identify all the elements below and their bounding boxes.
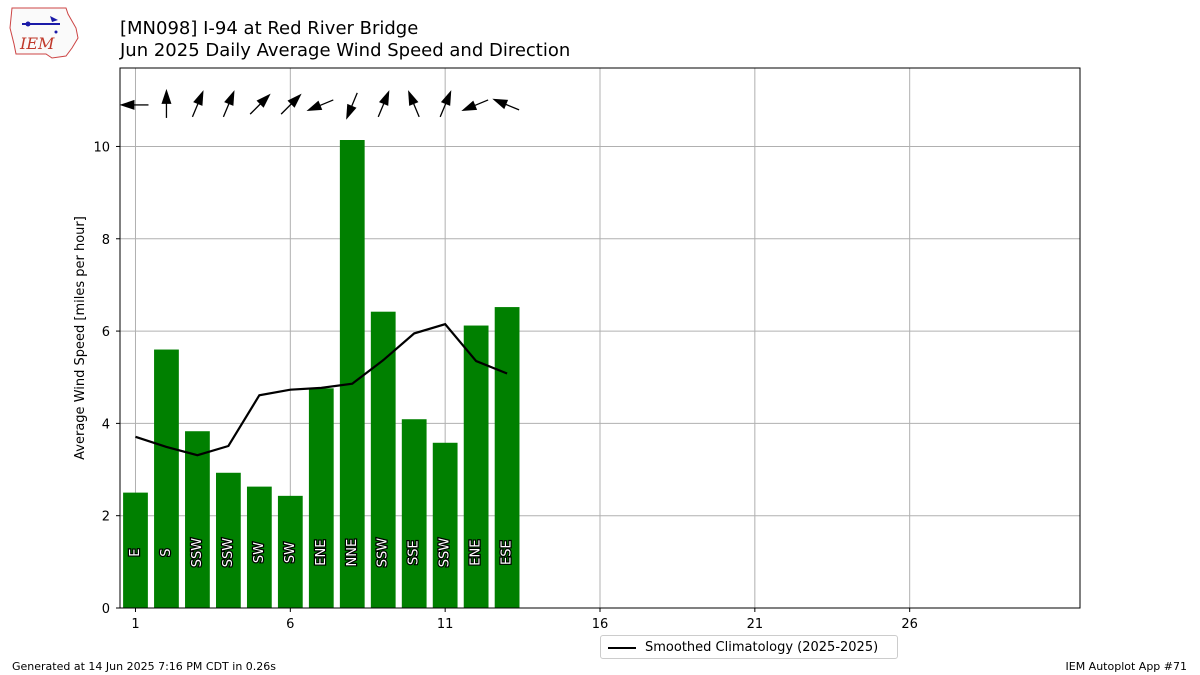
bar <box>463 325 489 608</box>
arrow-head <box>224 90 235 106</box>
bar <box>432 442 458 608</box>
bar <box>308 388 334 608</box>
x-tick-label: 6 <box>286 617 294 632</box>
direction-label: SSW <box>438 538 453 568</box>
y-tick-label: 0 <box>102 602 110 617</box>
direction-arrow <box>119 99 149 110</box>
y-axis-label: Average Wind Speed [miles per hour] <box>73 216 88 460</box>
direction-label: ESE <box>500 540 515 565</box>
direction-label: E <box>128 549 143 557</box>
legend-line-swatch <box>608 647 636 649</box>
legend: Smoothed Climatology (2025-2025) <box>600 635 898 659</box>
bar <box>185 431 210 608</box>
direction-arrow <box>492 98 520 111</box>
direction-label: ENE <box>314 540 329 566</box>
climatology-polyline <box>135 322 508 457</box>
bar <box>277 495 303 608</box>
bar <box>339 140 365 608</box>
bar <box>216 472 241 608</box>
chart-subtitle: Jun 2025 Daily Average Wind Speed and Di… <box>120 40 571 61</box>
x-tick-label: 11 <box>437 617 454 632</box>
direction-labels: E S SSW SSW SW SW ENE NNE SSW SSE SSW ENE ESE <box>127 537 516 569</box>
logo-text: IEM <box>19 34 55 53</box>
arrow-head <box>440 90 452 106</box>
direction-label: S <box>159 548 174 556</box>
direction-arrow <box>408 90 420 118</box>
direction-label: NNE <box>345 539 360 567</box>
arrow-head <box>346 103 357 120</box>
direction-arrow <box>161 88 172 118</box>
arrow-shaft <box>474 99 489 107</box>
direction-arrow <box>306 99 334 112</box>
x-tick-label: 26 <box>901 617 918 632</box>
direction-arrow <box>377 90 390 118</box>
arrow-shaft <box>222 102 230 118</box>
direction-arrow <box>191 90 204 118</box>
chart-title: [MN098] I-94 at Red River Bridge <box>120 18 419 39</box>
direction-label: SW <box>252 542 267 563</box>
arrow-shaft <box>249 103 262 115</box>
arrow-head <box>408 90 419 106</box>
arrow-head <box>161 88 172 104</box>
direction-arrow <box>222 90 235 118</box>
direction-arrow <box>439 90 452 118</box>
direction-arrow <box>280 93 302 115</box>
x-tick-label: 21 <box>747 617 764 632</box>
bar <box>401 419 427 608</box>
y-tick-label: 10 <box>93 140 110 155</box>
direction-arrow <box>346 92 358 120</box>
arrow-head <box>492 98 509 110</box>
bars <box>123 140 520 608</box>
y-tick-label: 6 <box>102 325 110 340</box>
bar <box>246 486 272 608</box>
direction-label: SSW <box>221 538 236 568</box>
legend-label: Smoothed Climatology (2025-2025) <box>645 640 879 655</box>
arrow-shaft <box>377 102 385 118</box>
direction-label: SSW <box>376 538 391 568</box>
x-tick-label: 1 <box>131 617 139 632</box>
arrow-shaft <box>191 102 199 118</box>
direction-arrow <box>461 99 489 112</box>
climatology-line <box>135 322 508 457</box>
arrow-shaft <box>505 103 520 111</box>
y-tick-label: 4 <box>102 417 110 432</box>
direction-label: SSE <box>407 540 422 565</box>
bar <box>154 349 179 608</box>
arrow-shaft <box>319 99 334 107</box>
generated-timestamp: Generated at 14 Jun 2025 7:16 PM CDT in … <box>12 660 277 673</box>
bar <box>494 307 520 608</box>
arrow-head <box>193 90 204 106</box>
arrow-shaft <box>280 103 293 115</box>
app-label: IEM Autoplot App #71 <box>1065 660 1188 673</box>
direction-label: SW <box>283 542 298 563</box>
direction-label: ENE <box>469 540 484 566</box>
arrow-shaft <box>350 92 358 108</box>
arrow-head <box>378 90 390 106</box>
direction-label: SSW <box>190 538 205 568</box>
arrow-head <box>306 100 323 112</box>
arrow-head <box>119 99 135 110</box>
direction-arrows <box>119 88 520 120</box>
x-tick-label: 16 <box>592 617 609 632</box>
iem-logo: IEM <box>9 7 79 59</box>
y-tick-label: 2 <box>102 510 110 525</box>
y-tick-label: 8 <box>102 233 110 248</box>
arrow-shaft <box>412 102 420 118</box>
arrow-shaft <box>439 102 447 118</box>
direction-arrow <box>249 93 271 115</box>
bar <box>123 492 148 608</box>
arrow-head <box>461 100 478 112</box>
